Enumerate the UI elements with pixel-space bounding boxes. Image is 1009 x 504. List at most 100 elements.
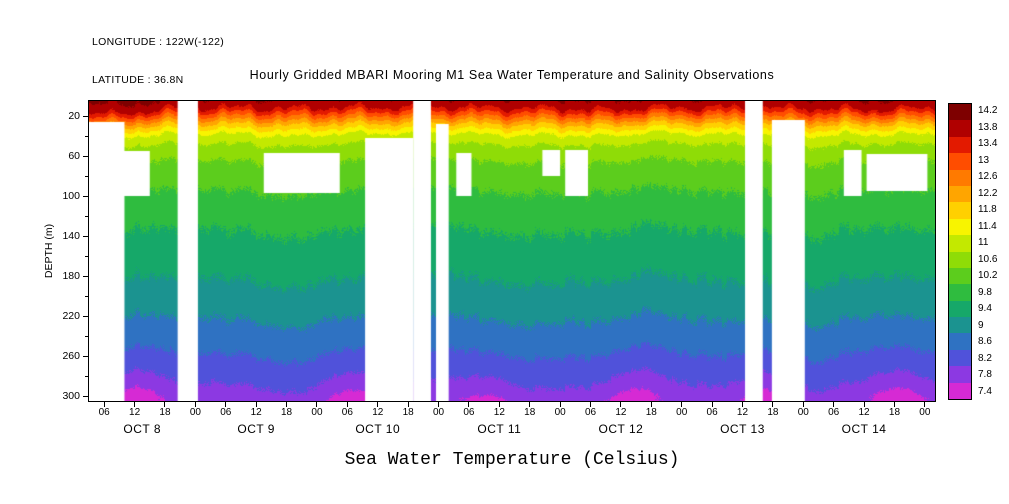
x-axis-tick (286, 402, 288, 407)
y-axis-minor-tick (85, 135, 88, 137)
y-axis-minor-tick (85, 255, 88, 257)
colorbar-segment (949, 185, 971, 203)
x-axis-tick (438, 402, 440, 407)
colorbar-segment (949, 251, 971, 268)
colorbar-segment (949, 333, 971, 350)
y-tick-label: 140 (62, 230, 80, 242)
chart-title: Hourly Gridded MBARI Mooring M1 Sea Wate… (249, 68, 775, 82)
x-day-label: OCT 12 (598, 422, 644, 436)
x-axis-tick (711, 402, 713, 407)
x-axis-tick (650, 402, 652, 407)
x-axis-tick (134, 402, 136, 407)
y-axis-tick (83, 395, 88, 397)
x-axis-tick (620, 402, 622, 407)
x-tick-label: 00 (432, 407, 445, 418)
x-day-label: OCT 9 (237, 422, 275, 436)
colorbar-segment (949, 169, 971, 186)
y-axis-tick (83, 275, 88, 277)
x-axis-tick (741, 402, 743, 407)
colorbar-tick-label: 12.6 (978, 171, 998, 183)
colorbar-segment (949, 317, 971, 334)
colorbar-tick-label: 10.6 (978, 253, 998, 265)
x-axis-tick (255, 402, 257, 407)
x-axis-tick (164, 402, 166, 407)
y-tick-label: 300 (62, 390, 80, 402)
x-axis-tick (498, 402, 500, 407)
x-tick-label: 18 (281, 407, 293, 418)
x-tick-label: 18 (767, 407, 779, 418)
y-axis-minor-tick (85, 215, 88, 217)
plot-area (88, 100, 936, 402)
colorbar (948, 103, 972, 400)
colorbar-segment (949, 349, 971, 367)
x-axis-tick (346, 402, 348, 407)
x-tick-label: 00 (919, 407, 931, 418)
y-axis-minor-tick (85, 295, 88, 297)
x-axis-tick (407, 402, 409, 407)
colorbar-segment (949, 284, 971, 301)
x-axis-tick (468, 402, 470, 407)
x-tick-label: 18 (159, 407, 171, 418)
colorbar-tick-label: 13 (978, 154, 990, 166)
x-axis-tick (559, 402, 561, 407)
colorbar-tick-label: 11 (978, 237, 989, 249)
x-axis-tick (103, 402, 105, 407)
x-tick-label: 06 (341, 407, 353, 418)
x-axis-tick (590, 402, 592, 407)
y-tick-label: 180 (62, 270, 80, 282)
x-tick-label: 06 (584, 407, 597, 418)
x-tick-label: 06 (706, 407, 718, 418)
heatmap-canvas (89, 101, 935, 401)
x-tick-label: 18 (888, 407, 901, 418)
y-axis-tick (83, 315, 88, 317)
x-tick-label: 12 (493, 407, 505, 418)
colorbar-tick-label: 9.8 (978, 286, 992, 298)
colorbar-segment (949, 153, 971, 170)
colorbar-segment (949, 382, 971, 400)
x-day-label: OCT 10 (355, 422, 401, 436)
x-tick-label: 12 (250, 407, 262, 418)
x-axis-tick (316, 402, 318, 407)
colorbar-segment (949, 136, 971, 154)
x-tick-label: 12 (129, 407, 141, 418)
y-axis-minor-tick (85, 375, 88, 377)
y-tick-label: 260 (62, 350, 80, 362)
x-axis-tick (681, 402, 683, 407)
x-axis-tick (893, 402, 895, 407)
x-axis-tick (863, 402, 865, 407)
metadata-longitude: LONGITUDE : 122W(-122) (92, 36, 225, 48)
x-tick-label: 06 (828, 407, 840, 418)
x-day-label: OCT 14 (841, 422, 887, 436)
x-tick-label: 06 (463, 407, 475, 418)
y-axis-tick (83, 155, 88, 157)
colorbar-segment (949, 235, 971, 252)
metadata-latitude: LATITUDE : 36.8N (92, 73, 184, 86)
x-tick-label: 18 (402, 407, 414, 418)
y-axis-tick (83, 355, 88, 357)
x-day-label: OCT 11 (477, 422, 522, 436)
colorbar-tick-label: 13.4 (978, 138, 998, 150)
x-day-label: OCT 13 (720, 422, 765, 436)
x-axis-tick (377, 402, 379, 407)
colorbar-segment (949, 366, 971, 383)
colorbar-tick-label: 11.8 (978, 204, 997, 216)
colorbar-tick-label: 7.4 (978, 385, 992, 397)
colorbar-tick-label: 11.4 (978, 220, 997, 232)
x-axis-tick (194, 402, 196, 407)
x-tick-label: 00 (797, 407, 809, 418)
colorbar-tick-label: 8.6 (978, 336, 992, 348)
colorbar-tick-label: 12.2 (978, 187, 998, 199)
x-tick-label: 00 (676, 407, 688, 418)
x-axis-tick (802, 402, 804, 407)
x-tick-label: 12 (736, 407, 749, 418)
x-day-label: OCT 8 (123, 422, 161, 436)
colorbar-tick-label: 10.2 (978, 270, 998, 282)
colorbar-segment (949, 104, 971, 121)
x-tick-label: 18 (645, 407, 657, 418)
y-tick-label: 20 (68, 110, 80, 122)
x-tick-label: 12 (858, 407, 870, 418)
x-tick-label: 18 (524, 407, 536, 418)
